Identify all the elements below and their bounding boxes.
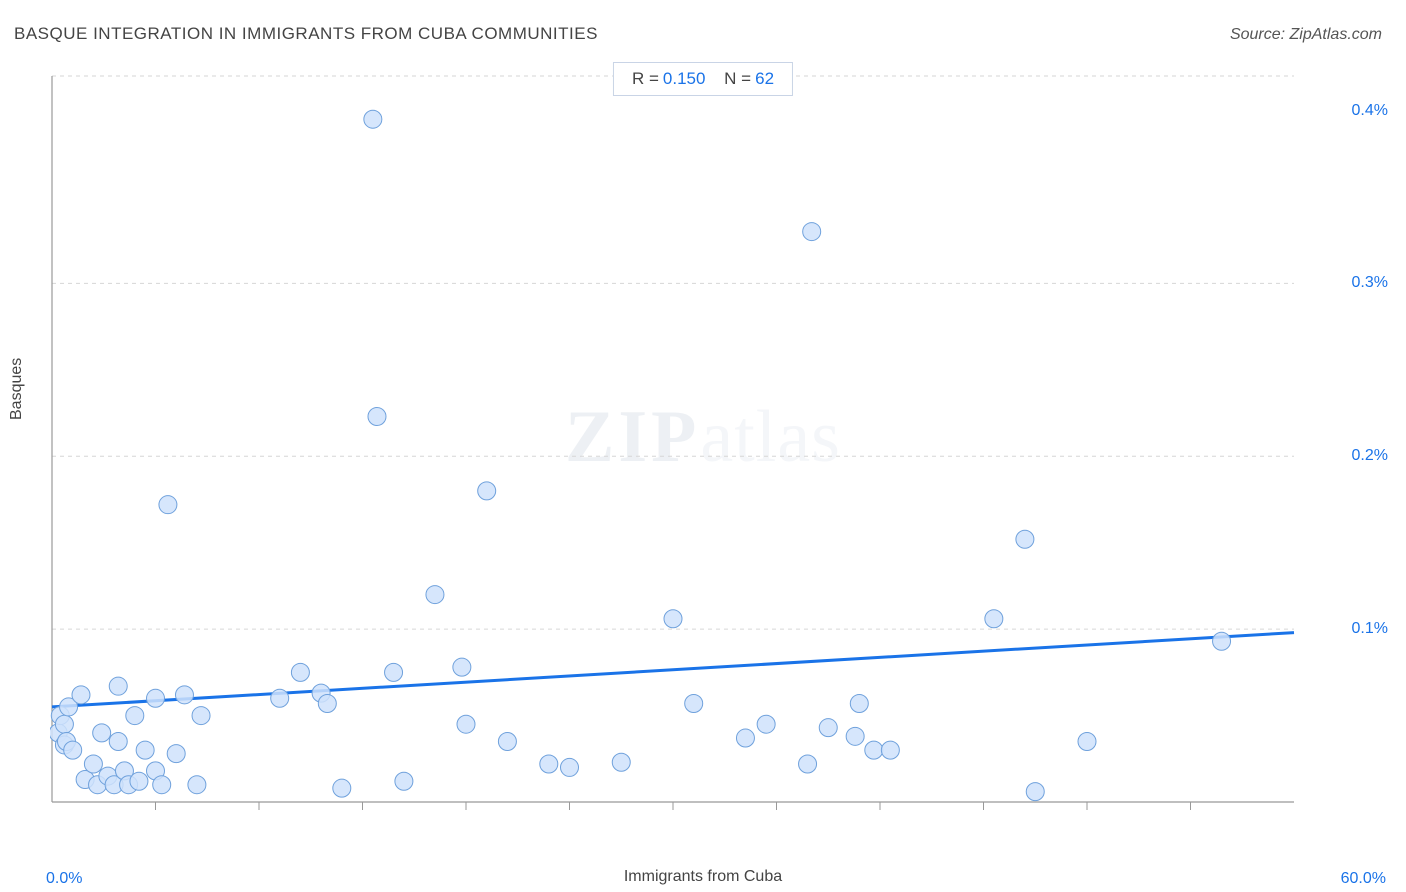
y-tick-label: 0.3% — [1352, 274, 1388, 292]
y-axis-label: Basques — [8, 358, 26, 420]
y-tick-label: 0.4% — [1352, 102, 1388, 120]
stat-r-label: R = — [632, 69, 659, 88]
x-min-label: 0.0% — [46, 870, 82, 888]
x-axis-label: Immigrants from Cuba — [0, 868, 1406, 886]
stat-n-label: N = — [724, 69, 751, 88]
y-tick-label: 0.1% — [1352, 620, 1388, 638]
chart-container: BASQUE INTEGRATION IN IMMIGRANTS FROM CU… — [0, 0, 1406, 892]
stat-n-value: 62 — [755, 69, 774, 88]
stats-box: R =0.150 N =62 — [613, 62, 793, 96]
chart-title: BASQUE INTEGRATION IN IMMIGRANTS FROM CU… — [14, 24, 598, 44]
x-max-label: 60.0% — [1341, 870, 1386, 888]
stat-r-value: 0.150 — [663, 69, 706, 88]
scatter-plot — [50, 60, 1296, 830]
source-label: Source: ZipAtlas.com — [1230, 26, 1382, 44]
y-tick-label: 0.2% — [1352, 447, 1388, 465]
